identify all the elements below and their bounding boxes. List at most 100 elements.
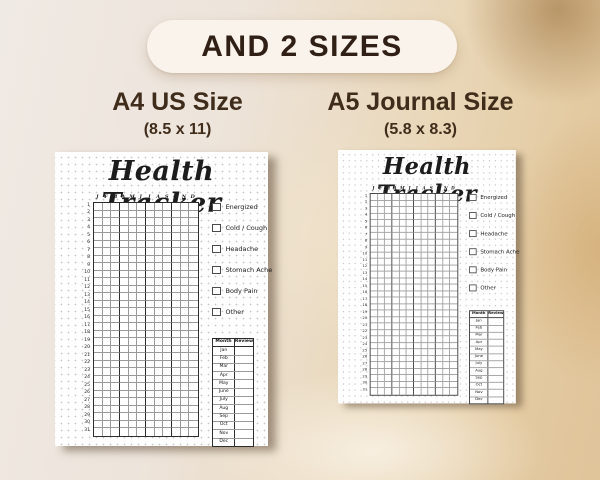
grid-cell: [111, 233, 120, 241]
checklist-item: Other: [212, 307, 272, 317]
grid-cell: [120, 233, 129, 241]
grid-cell: [102, 315, 112, 324]
day-number: 11: [84, 277, 90, 283]
size-title: A5 Journal Size: [327, 88, 514, 116]
grid-cell: [128, 330, 138, 339]
grid-cell: [137, 420, 146, 429]
grid-cell: [406, 284, 414, 292]
grid-cell: [421, 355, 429, 363]
grid-cell: [421, 258, 429, 266]
grid-cell: [435, 278, 443, 285]
grid-cell: [111, 338, 120, 346]
checklist-item: Headache: [212, 244, 272, 254]
grid-cell: [421, 291, 429, 298]
sizes-banner: AND 2 SIZES: [147, 20, 457, 73]
grid-cell: [370, 239, 378, 246]
grid-cell: [370, 355, 378, 363]
grid-cell: [435, 362, 443, 369]
grid-cell: [163, 270, 172, 279]
grid-cell: [413, 355, 422, 363]
grid-cell: [370, 193, 378, 201]
grid-cell: [421, 342, 429, 350]
grid-cell: [421, 381, 429, 389]
grid-cell: [385, 245, 393, 253]
grid-cell: [435, 232, 443, 240]
grid-cell: [180, 420, 190, 429]
grid-cell: [172, 203, 181, 211]
grid-cell: [442, 265, 451, 272]
grid-cell: [94, 218, 103, 226]
grid-cell: [399, 226, 407, 233]
grid-cell: [189, 353, 198, 361]
grid-cell: [421, 232, 429, 240]
grid-cell: [172, 218, 181, 226]
grid-cell: [450, 265, 458, 272]
grid-cell: [146, 293, 155, 301]
grid-cell: [450, 324, 458, 331]
review-table-row: Jan: [213, 347, 253, 356]
grid-cell: [154, 248, 164, 256]
grid-cell: [111, 420, 120, 429]
checkbox: [469, 248, 477, 256]
checklist-item: Headache: [469, 229, 519, 238]
grid-cell: [94, 323, 103, 331]
grid-cell: [154, 368, 164, 376]
grid-cell: [413, 304, 422, 311]
review-value-cell: [489, 376, 504, 382]
grid-cell: [435, 239, 443, 246]
grid-cell: [406, 232, 414, 240]
grid-cell: [137, 248, 146, 256]
day-number: 13: [362, 271, 368, 276]
grid-cell: [450, 375, 458, 382]
grid-cell: [111, 398, 120, 406]
grid-cell: [128, 383, 138, 391]
grid-cell: [111, 315, 120, 324]
grid-cell: [146, 285, 155, 294]
grid-cell: [385, 291, 393, 298]
checklist-item: Energized: [469, 193, 519, 202]
grid-cell: [406, 252, 414, 259]
grid-cell: [413, 323, 422, 331]
day-number: 31: [84, 427, 90, 433]
grid-cell: [180, 338, 190, 346]
grid-cell: [163, 255, 172, 264]
grid-cell: [120, 285, 129, 294]
review-table-row: Aug: [469, 368, 504, 376]
day-number-column: 1 2 3 4 5 6 7 8 9 10 11 12 13 14 15 16 17 18 19 20 21 22 23 24 2…: [73, 202, 90, 435]
day-number: 23: [84, 367, 90, 373]
grid-cell: [421, 349, 429, 356]
grid-cell: [450, 220, 458, 227]
grid-cell: [428, 349, 436, 356]
grid-cell: [94, 225, 103, 234]
grid-cell: [428, 284, 436, 292]
day-number: 12: [84, 285, 90, 291]
grid-cell: [377, 297, 386, 305]
grid-cell: [137, 353, 146, 361]
grid-cell: [385, 330, 393, 337]
grid-cell: [399, 336, 407, 343]
checklist-item: Body Pain: [212, 286, 272, 296]
grid-cell: [428, 252, 436, 259]
grid-cell: [189, 203, 198, 211]
grid-cell: [137, 263, 146, 271]
grid-cell: [385, 368, 393, 376]
grid-cell: [392, 317, 400, 324]
grid-cell: [146, 308, 155, 316]
grid-cell: [428, 388, 436, 395]
grid-cell: [413, 368, 422, 376]
review-value-cell: [489, 354, 504, 360]
grid-cell: [94, 368, 103, 376]
grid-cell: [137, 218, 146, 226]
review-table-row: July: [213, 397, 253, 406]
grid-cell: [377, 304, 386, 311]
grid-cell: [137, 255, 146, 264]
review-value-cell: [235, 347, 253, 354]
grid-cell: [137, 233, 146, 241]
review-value-cell: [489, 383, 504, 389]
grid-cell: [413, 245, 422, 253]
grid-cell: [137, 270, 146, 279]
grid-cell: [436, 388, 443, 395]
review-table-row: June: [469, 354, 504, 362]
day-number: 15: [84, 307, 90, 313]
checkbox: [212, 265, 221, 275]
